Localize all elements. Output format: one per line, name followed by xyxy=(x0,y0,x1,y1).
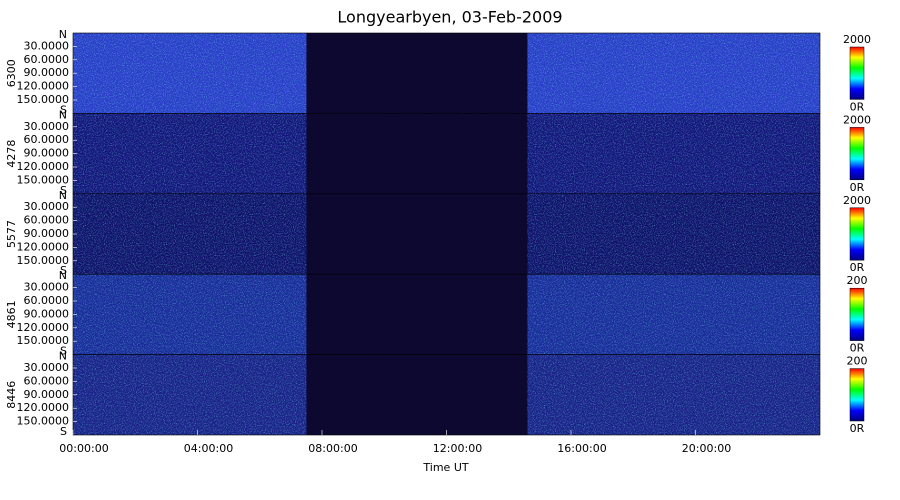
colorbar xyxy=(849,207,865,261)
y-tick-label: 30.0000 xyxy=(24,200,70,213)
x-tick-label: 08:00:00 xyxy=(308,442,357,455)
y-tick-label: 150.0000 xyxy=(17,415,70,428)
y-tick-label: 90.0000 xyxy=(24,66,70,79)
y-tick-label: 150.0000 xyxy=(17,173,70,186)
y-tick-label: 30.0000 xyxy=(24,39,70,52)
colorbar xyxy=(849,46,865,100)
panel-label: 4861 xyxy=(5,300,18,328)
y-tick-label: 60.0000 xyxy=(24,294,70,307)
y-end-label: S xyxy=(60,425,67,438)
y-tick-label: 150.0000 xyxy=(17,254,70,267)
y-end-label: N xyxy=(59,189,67,202)
y-tick-label: 120.0000 xyxy=(17,80,70,93)
y-end-label: S xyxy=(60,345,67,358)
panel-label: 4278 xyxy=(5,140,18,168)
colorbar-tick-label: 0R xyxy=(850,261,865,274)
colorbar-tick-label: 0R xyxy=(850,342,865,355)
x-tick-label: 20:00:00 xyxy=(682,442,731,455)
y-end-label: N xyxy=(59,269,67,282)
y-tick-label: 90.0000 xyxy=(24,307,70,320)
y-tick-label: 90.0000 xyxy=(24,227,70,240)
y-tick-label: 60.0000 xyxy=(24,133,70,146)
x-tick-label: 16:00:00 xyxy=(557,442,606,455)
colorbar xyxy=(849,127,865,181)
colorbar xyxy=(849,368,865,422)
colorbar-tick-label: 2000 xyxy=(843,113,871,126)
x-tick-label: 00:00:00 xyxy=(59,442,108,455)
y-tick-label: 60.0000 xyxy=(24,214,70,227)
y-tick-label: 60.0000 xyxy=(24,53,70,66)
colorbar-tick-label: 2000 xyxy=(843,194,871,207)
y-tick-label: 30.0000 xyxy=(24,120,70,133)
y-tick-label: 90.0000 xyxy=(24,147,70,160)
y-end-label: N xyxy=(59,350,67,363)
no-data-region xyxy=(306,33,528,114)
y-end-label: S xyxy=(60,103,67,116)
colorbar-tick-label: 0R xyxy=(850,422,865,435)
y-tick-label: 30.0000 xyxy=(24,281,70,294)
x-tick-label: 12:00:00 xyxy=(433,442,482,455)
colorbar-tick-label: 0R xyxy=(850,181,865,194)
no-data-region xyxy=(306,193,528,275)
colorbar-tick-label: 200 xyxy=(847,355,868,368)
x-axis-label: Time UT xyxy=(422,461,468,474)
y-end-label: S xyxy=(60,184,67,197)
no-data-region xyxy=(306,274,528,355)
panel-label: 8446 xyxy=(5,381,18,409)
y-tick-label: 120.0000 xyxy=(17,160,70,173)
x-tick-label: 04:00:00 xyxy=(184,442,233,455)
y-end-label: N xyxy=(59,108,67,121)
y-tick-label: 120.0000 xyxy=(17,321,70,334)
colorbar xyxy=(849,287,865,341)
y-end-label: N xyxy=(59,28,67,41)
panel-label: 6300 xyxy=(5,59,18,87)
no-data-region xyxy=(306,354,528,435)
y-tick-label: 60.0000 xyxy=(24,374,70,387)
colorbar-tick-label: 0R xyxy=(850,100,865,113)
y-tick-label: 150.0000 xyxy=(17,93,70,106)
colorbar-tick-label: 2000 xyxy=(843,33,871,46)
y-tick-label: 120.0000 xyxy=(17,240,70,253)
panel-label: 5577 xyxy=(5,220,18,248)
y-tick-label: 30.0000 xyxy=(24,361,70,374)
y-tick-label: 90.0000 xyxy=(24,388,70,401)
y-tick-label: 120.0000 xyxy=(17,401,70,414)
colorbar-tick-label: 200 xyxy=(847,274,868,287)
y-end-label: S xyxy=(60,264,67,277)
chart-title: Longyearbyen, 03-Feb-2009 xyxy=(337,8,562,27)
y-tick-label: 150.0000 xyxy=(17,334,70,347)
no-data-region xyxy=(306,113,528,194)
